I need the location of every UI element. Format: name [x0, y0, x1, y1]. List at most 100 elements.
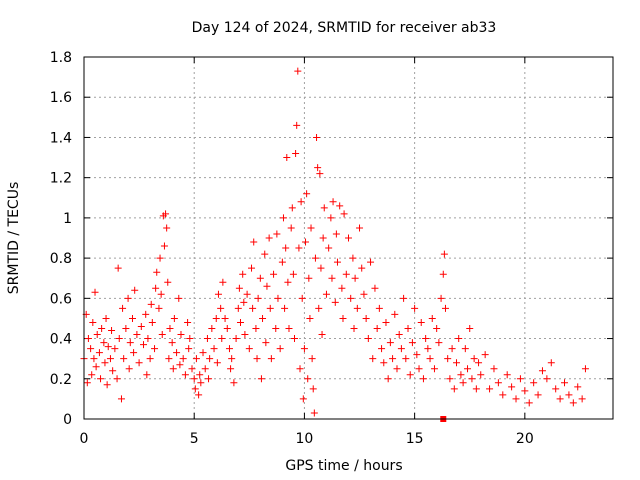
- data-point: [83, 379, 91, 387]
- x-tick-label: 0: [80, 431, 89, 447]
- data-point: [457, 371, 465, 379]
- data-point: [455, 335, 463, 343]
- data-point: [329, 198, 337, 206]
- data-point: [153, 268, 161, 276]
- data-point: [164, 278, 172, 286]
- y-tick-label: 1.2: [50, 171, 72, 187]
- data-point: [151, 345, 159, 353]
- data-point: [142, 310, 150, 318]
- data-point: [276, 345, 284, 353]
- data-point: [338, 284, 346, 292]
- data-point: [444, 355, 452, 363]
- data-point: [228, 355, 236, 363]
- data-point: [472, 385, 480, 393]
- data-point: [199, 349, 207, 357]
- data-point: [382, 318, 390, 326]
- x-tick-label: 20: [516, 431, 534, 447]
- data-point: [103, 381, 111, 389]
- data-point: [191, 385, 199, 393]
- data-point: [197, 379, 205, 387]
- data-point: [185, 345, 193, 353]
- data-point: [282, 244, 290, 252]
- data-point: [278, 258, 286, 266]
- data-point: [274, 294, 282, 302]
- data-point: [294, 67, 302, 75]
- data-point: [464, 365, 472, 373]
- data-point: [552, 385, 560, 393]
- data-point: [318, 331, 326, 339]
- data-point: [91, 288, 99, 296]
- data-point: [435, 339, 443, 347]
- data-point: [252, 325, 260, 332]
- data-point: [108, 327, 116, 335]
- data-point: [316, 170, 324, 178]
- data-point: [87, 345, 95, 353]
- data-point: [253, 355, 261, 363]
- data-point: [235, 284, 243, 292]
- data-point: [101, 359, 109, 367]
- data-point: [267, 355, 275, 363]
- data-point: [122, 325, 130, 332]
- data-point: [581, 365, 589, 373]
- data-point: [426, 355, 434, 363]
- x-tick-labels: 0 5 10 15 20: [80, 431, 534, 447]
- data-point: [315, 304, 323, 312]
- data-point: [417, 318, 425, 326]
- data-point: [279, 214, 287, 222]
- data-point: [173, 349, 181, 357]
- data-point: [369, 355, 377, 363]
- data-point: [290, 335, 298, 343]
- data-point: [561, 379, 569, 387]
- y-tick-label: 1.6: [50, 90, 72, 106]
- data-point: [364, 335, 372, 343]
- data-point: [206, 355, 214, 363]
- data-point: [470, 355, 478, 363]
- y-tick-label: 0.4: [50, 332, 72, 348]
- data-point: [168, 339, 176, 347]
- data-point: [437, 294, 445, 302]
- data-point: [422, 335, 430, 343]
- data-point: [373, 325, 381, 332]
- data-point: [299, 395, 307, 403]
- data-point: [358, 264, 366, 272]
- data-point: [89, 318, 97, 326]
- data-point: [257, 375, 265, 383]
- data-point: [439, 270, 447, 278]
- data-point: [140, 341, 148, 349]
- data-point: [113, 375, 121, 383]
- data-point: [397, 345, 405, 353]
- data-point: [214, 290, 222, 298]
- data-point: [254, 294, 262, 302]
- data-point: [270, 270, 278, 278]
- data-point: [530, 379, 538, 387]
- data-point: [310, 409, 318, 417]
- data-point: [186, 335, 194, 343]
- data-point: [333, 258, 341, 266]
- data-point: [162, 210, 170, 218]
- data-point: [307, 224, 315, 232]
- data-point: [413, 351, 421, 359]
- data-point: [156, 254, 164, 262]
- data-point: [386, 339, 394, 347]
- data-point: [232, 335, 240, 343]
- data-point: [218, 335, 226, 343]
- data-point: [404, 325, 412, 332]
- data-point: [272, 325, 280, 332]
- data-point: [248, 264, 256, 272]
- data-point: [350, 325, 358, 332]
- data-point: [393, 365, 401, 373]
- data-point: [448, 345, 456, 353]
- data-point: [102, 314, 110, 322]
- data-point: [273, 230, 281, 238]
- data-point: [317, 264, 325, 272]
- data-point: [90, 355, 98, 363]
- x-axis-label: GPS time / hours: [285, 458, 402, 474]
- data-point: [131, 286, 139, 294]
- y-tick-label: 0.6: [50, 291, 72, 307]
- data-point: [362, 314, 370, 322]
- data-point: [441, 304, 449, 312]
- data-point: [367, 258, 375, 266]
- data-point: [217, 304, 225, 312]
- data-point: [319, 234, 327, 242]
